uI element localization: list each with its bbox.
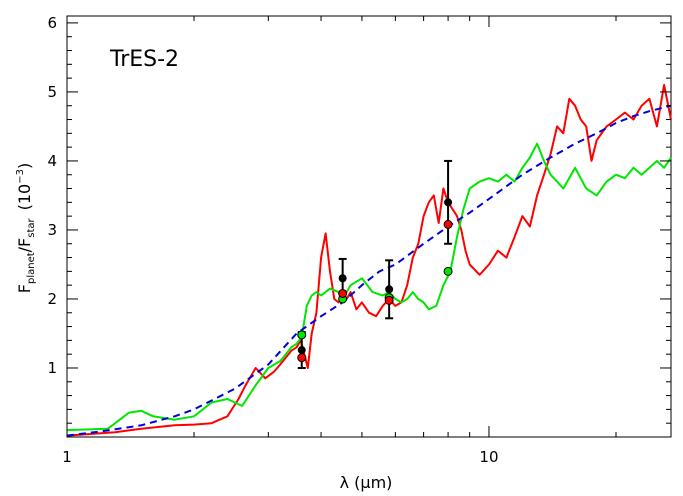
green-model-point [297, 330, 307, 340]
observed-point [385, 285, 394, 294]
y-title-star: star [26, 217, 37, 237]
series-line-solid-green [66, 142, 672, 432]
red-model-point [443, 219, 453, 229]
y-tick-label: 1 [47, 359, 57, 377]
x-axis-title-mu: μ [360, 473, 370, 492]
points-layer [297, 159, 453, 369]
observed-point [338, 274, 347, 283]
x-tick-label: 1 [62, 448, 72, 466]
svg-text:Fplanet/Fstar(10−3): Fplanet/Fstar (10−3) [15, 163, 37, 293]
y-title-units: (10 [15, 184, 34, 211]
y-title-planet: planet [26, 252, 37, 284]
x-axis-title: λ (μm) [340, 473, 393, 492]
red-model-point [384, 295, 394, 305]
panel-label: TrES-2 [109, 47, 179, 72]
y-tick-label: 6 [47, 14, 57, 32]
y-title-close: ) [15, 163, 34, 169]
series-line-dashed-blue [66, 104, 672, 437]
green-model-point [443, 266, 453, 276]
y-title-exp: −3 [15, 169, 26, 184]
observed-point [444, 198, 453, 207]
y-tick-label: 5 [47, 83, 57, 101]
red-model-point [338, 288, 348, 298]
x-tick-label: 10 [479, 448, 498, 466]
ticks-layer: 1 10 1 2 3 4 5 6 [47, 14, 671, 466]
plot-frame [66, 15, 672, 438]
red-model-point [297, 353, 307, 363]
series-line-solid-red [66, 84, 672, 437]
x-axis-title-rest: m) [371, 473, 393, 492]
observed-point [297, 346, 306, 355]
x-axis-title-main: λ ( [340, 473, 361, 492]
y-axis-title: Fplanet/Fstar (10−3) [15, 163, 37, 293]
y-tick-label: 4 [47, 152, 57, 170]
series-layer [66, 84, 672, 437]
y-tick-label: 3 [47, 221, 57, 239]
y-tick-label: 2 [47, 290, 57, 308]
y-title-slash: /F [15, 238, 34, 253]
y-title-f: F [15, 284, 34, 293]
